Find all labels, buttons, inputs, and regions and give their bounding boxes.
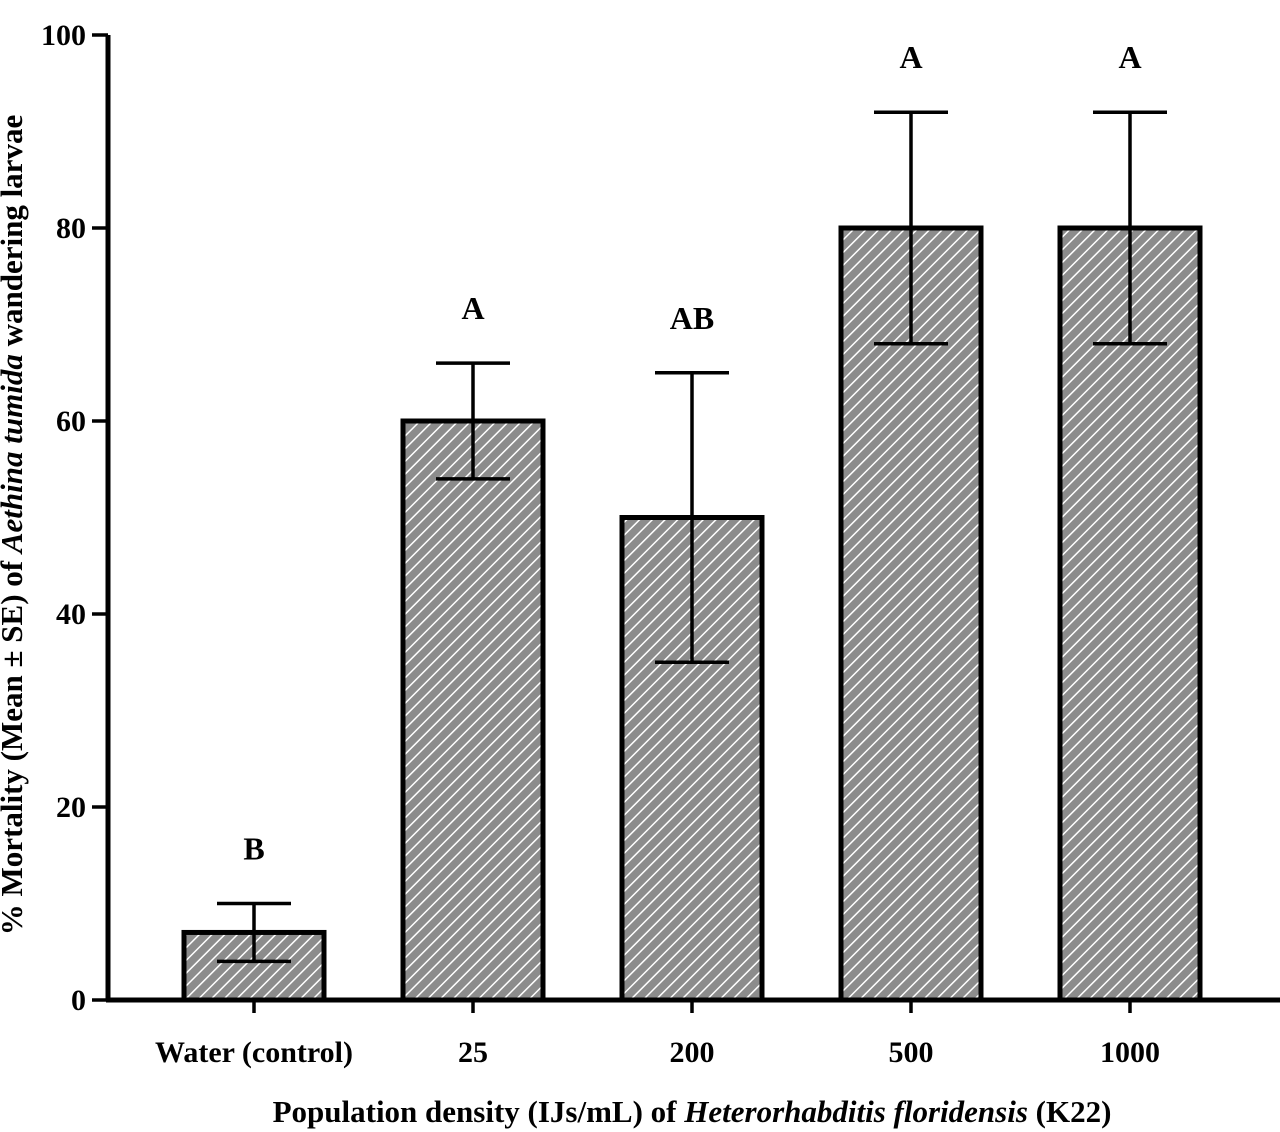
y-tick-label-3: 60	[56, 405, 86, 438]
significance-label-0: B	[243, 831, 264, 867]
y-tick-label-4: 80	[56, 212, 86, 245]
x-axis-title: Population density (IJs/mL) of Heterorha…	[273, 1094, 1112, 1129]
significance-label-2: AB	[670, 300, 714, 336]
y-tick-label-5: 100	[41, 19, 86, 52]
error-bar-3	[874, 110, 948, 346]
y-tick-label-2: 40	[56, 598, 86, 631]
bar-1	[400, 418, 546, 1003]
y-axis-title: % Mortality (Mean ± SE) of Aethina tumid…	[0, 115, 29, 935]
x-tick-label-3: 500	[889, 1036, 934, 1069]
significance-label-1: A	[461, 290, 484, 326]
significance-label-4: A	[1118, 39, 1141, 75]
y-tick-label-0: 0	[71, 984, 86, 1017]
bar-3	[838, 225, 984, 1003]
y-tick-label-1: 20	[56, 791, 86, 824]
labels-layer: B Water (control) A 25 AB 200 A 500 A 1000 0 20 40 60…	[41, 19, 1160, 1069]
x-tick-label-0: Water (control)	[155, 1036, 353, 1069]
x-tick-label-1: 25	[458, 1036, 488, 1069]
error-bar-0	[217, 901, 291, 964]
error-bar-4	[1093, 110, 1167, 346]
significance-label-3: A	[899, 39, 922, 75]
error-bar-2	[655, 371, 729, 664]
x-tick-label-4: 1000	[1100, 1036, 1160, 1069]
x-tick-label-2: 200	[670, 1036, 715, 1069]
error-bars-layer	[217, 110, 1167, 964]
error-bar-1	[436, 361, 510, 481]
axes-layer	[92, 33, 1280, 1013]
